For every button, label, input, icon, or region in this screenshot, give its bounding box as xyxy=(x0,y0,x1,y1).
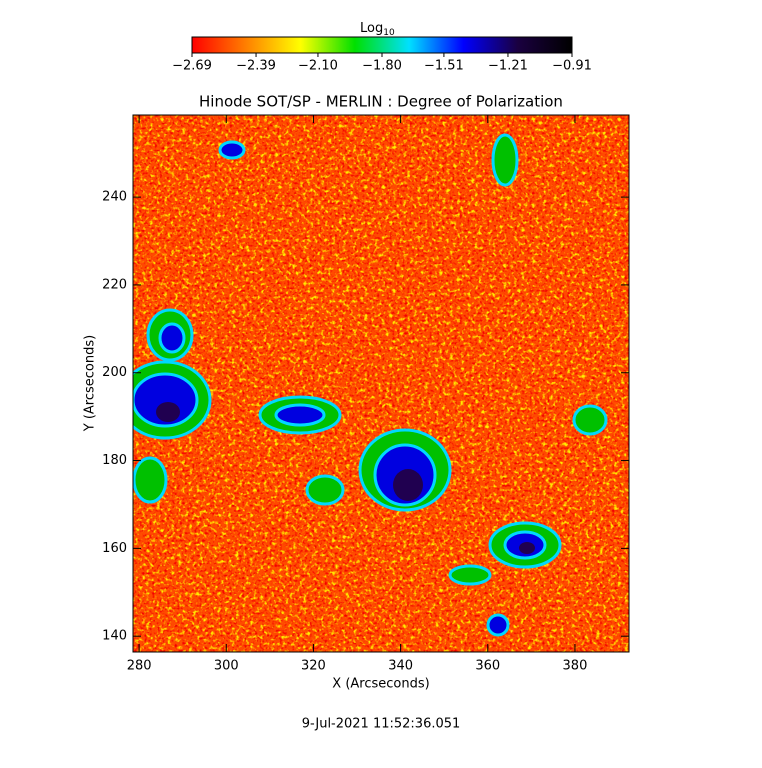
colorbar xyxy=(191,36,573,54)
colorbar-label-main: Log xyxy=(360,21,383,36)
x-tick-label: 300 xyxy=(214,659,239,674)
colorbar-tick-label: −1.80 xyxy=(362,59,402,74)
colorbar-label: Log10 xyxy=(360,21,395,38)
y-tick-label: 160 xyxy=(102,541,127,556)
colorbar-tick-label: −1.51 xyxy=(424,59,464,74)
chart-title: Hinode SOT/SP - MERLIN : Degree of Polar… xyxy=(199,93,563,111)
colorbar-tick-label: −0.91 xyxy=(552,59,592,74)
colorbar-tick-label: −2.39 xyxy=(236,59,276,74)
y-tick-label: 140 xyxy=(102,629,127,644)
x-tick-label: 280 xyxy=(127,659,152,674)
heatmap-image xyxy=(133,115,629,652)
colorbar-label-sub: 10 xyxy=(383,28,395,38)
y-tick-label: 180 xyxy=(102,453,127,468)
footer-date: 9-Jul-2021 11:52:36.051 xyxy=(302,717,461,732)
plot-frame xyxy=(132,114,630,653)
x-axis-title: X (Arcseconds) xyxy=(332,677,429,692)
colorbar-tick-label: −2.69 xyxy=(172,59,212,74)
x-tick-label: 360 xyxy=(475,659,500,674)
colorbar-tick-label: −2.10 xyxy=(298,59,338,74)
x-tick-label: 380 xyxy=(563,659,588,674)
colorbar-tick-label: −1.21 xyxy=(488,59,528,74)
y-axis-title: Y (Arcseconds) xyxy=(83,335,98,432)
x-tick-label: 340 xyxy=(388,659,413,674)
region-blob xyxy=(133,133,608,637)
y-tick-label: 240 xyxy=(102,190,127,205)
y-tick-label: 220 xyxy=(102,277,127,292)
x-tick-label: 320 xyxy=(301,659,326,674)
y-tick-label: 200 xyxy=(102,365,127,380)
